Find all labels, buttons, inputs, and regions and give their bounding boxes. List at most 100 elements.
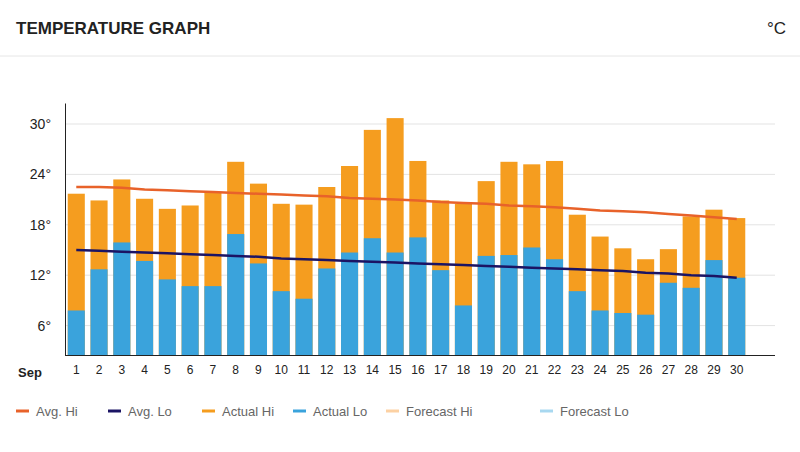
tick-label: 29	[707, 363, 721, 377]
tick-label: 18°	[30, 217, 51, 233]
legend: Avg. HiAvg. LoActual HiActual LoForecast…	[16, 404, 629, 419]
tick-label: 28	[684, 363, 698, 377]
x-axis: 1234567891011121314151617181920212223242…	[66, 355, 749, 377]
bar	[273, 291, 290, 355]
bar	[318, 268, 335, 355]
tick: 26	[639, 355, 653, 377]
tick-label: 15	[388, 363, 402, 377]
tick-label: 24	[593, 363, 607, 377]
bar	[68, 310, 85, 355]
bar	[182, 205, 199, 355]
bar	[432, 270, 449, 355]
tick: 23	[571, 355, 585, 377]
tick: 3	[118, 355, 125, 377]
tick: 24	[593, 355, 607, 377]
bar	[91, 200, 108, 355]
bar	[159, 279, 176, 355]
line	[76, 187, 736, 219]
tick: 25	[616, 355, 630, 377]
tick-label: 17	[434, 363, 448, 377]
legend-swatch	[108, 410, 121, 413]
tick-label: 5	[164, 363, 171, 377]
tick-label: 14	[366, 363, 380, 377]
tick: 30	[730, 355, 744, 377]
bar	[364, 130, 381, 355]
bar	[637, 315, 654, 355]
bar	[432, 200, 449, 355]
tick-label: 6	[187, 363, 194, 377]
tick-label: 30°	[30, 116, 51, 132]
tick: 7	[210, 355, 217, 377]
legend-swatch	[16, 410, 29, 413]
legend-label: Actual Lo	[313, 404, 367, 419]
tick: 5	[164, 355, 171, 377]
legend-item: Actual Lo	[293, 404, 367, 419]
tick: 24°	[30, 166, 65, 182]
legend-item: Forecast Hi	[386, 404, 473, 419]
tick: 17	[434, 355, 448, 377]
tick: 10	[275, 355, 289, 377]
bar	[250, 184, 267, 355]
tick-label: 30	[730, 363, 744, 377]
bar	[295, 205, 312, 355]
bar	[683, 216, 700, 355]
bar	[455, 204, 472, 355]
bar	[728, 218, 745, 355]
bar	[455, 305, 472, 355]
tick-label: 16	[411, 363, 425, 377]
bar	[387, 253, 404, 355]
chart: TEMPERATURE GRAPH°C6°12°18°24°30°1234567…	[0, 0, 800, 452]
bar	[318, 187, 335, 355]
bar	[478, 181, 495, 355]
tick-label: 12	[320, 363, 334, 377]
tick-label: 23	[571, 363, 585, 377]
legend-swatch	[386, 410, 399, 413]
tick-label: 12°	[30, 267, 51, 283]
tick-label: 8	[232, 363, 239, 377]
bar	[614, 248, 631, 355]
bar	[500, 162, 517, 355]
bar	[728, 278, 745, 355]
tick-label: 24°	[30, 166, 51, 182]
legend-label: Avg. Lo	[128, 404, 172, 419]
tick: 19	[480, 355, 494, 377]
y-axis: 6° 12° 18° 24° 30°	[30, 104, 66, 356]
tick-label: 3	[118, 363, 125, 377]
bar	[592, 310, 609, 355]
tick: 22	[548, 355, 562, 377]
bar	[705, 210, 722, 355]
bar	[614, 313, 631, 355]
bar	[295, 299, 312, 355]
bar	[113, 242, 130, 355]
bar	[387, 118, 404, 355]
bar	[204, 286, 221, 355]
unit-label: °C	[767, 19, 786, 38]
tick-label: 18	[457, 363, 471, 377]
tick: 27	[662, 355, 676, 377]
bar	[91, 269, 108, 355]
plot-area	[68, 118, 746, 355]
tick-label: 19	[480, 363, 494, 377]
grid-line	[65, 124, 775, 125]
legend-swatch	[540, 410, 553, 413]
tick: 18	[457, 355, 471, 377]
tick: 2	[96, 355, 103, 377]
bar	[159, 209, 176, 355]
line	[76, 250, 736, 278]
tick: 21	[525, 355, 539, 377]
tick-label: 10	[275, 363, 289, 377]
tick-label: 13	[343, 363, 357, 377]
tick-label: 6°	[38, 318, 51, 334]
tick-label: 4	[141, 363, 148, 377]
tick: 15	[388, 355, 402, 377]
bar	[569, 291, 586, 355]
tick-label: 22	[548, 363, 562, 377]
tick: 14	[366, 355, 380, 377]
tick: 12°	[30, 267, 65, 283]
tick-label: 25	[616, 363, 630, 377]
tick-label: 2	[96, 363, 103, 377]
tick: 8	[232, 355, 239, 377]
tick: 18°	[30, 217, 65, 233]
bar	[478, 256, 495, 355]
tick: 1	[73, 355, 80, 377]
